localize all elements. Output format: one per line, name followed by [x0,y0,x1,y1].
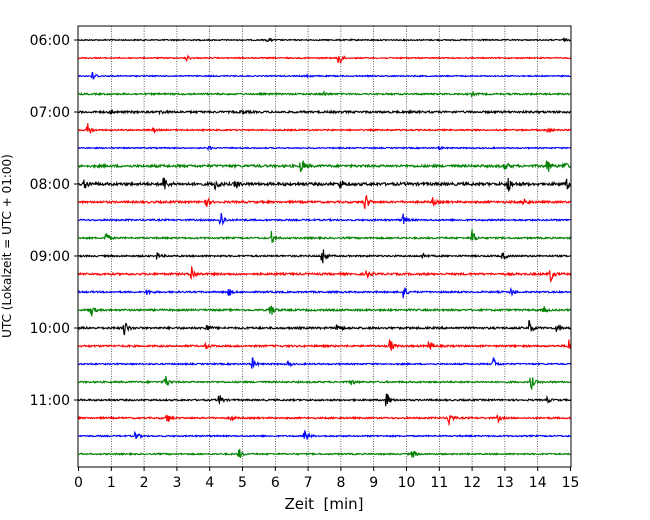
y-tick-label: 09:00 [30,249,70,265]
trace-0830 [78,212,571,226]
x-tick-label: 10 [398,475,416,491]
trace-0630 [78,71,571,80]
trace-0615 [78,53,571,64]
trace-0815 [78,194,571,210]
seismic-traces [77,37,572,459]
x-axis-label: Zeit [min] [284,495,363,513]
trace-0900 [78,249,571,264]
trace-0645 [78,89,571,98]
y-tick-label: 11:00 [30,393,70,409]
x-tick-label: 2 [140,475,149,491]
x-tick-label: 7 [304,475,313,491]
trace-1000 [77,319,571,336]
x-tick-label: 11 [430,475,448,491]
x-tick-label: 8 [336,475,345,491]
x-tick-label: 12 [463,475,481,491]
x-tick-label: 4 [205,475,214,491]
trace-1130 [78,429,571,440]
x-tick-label: 14 [529,475,547,491]
x-tick-label: 1 [107,475,116,491]
x-tick-label: 3 [172,475,181,491]
trace-1145 [78,448,571,459]
vertical-grid [111,26,539,467]
x-tick-label: 9 [369,475,378,491]
plot-frame [77,25,572,468]
trace-0915 [77,266,572,284]
trace-1045 [78,375,571,391]
y-axis: 06:00 07:00 08:00 09:00 10:00 11:00 [30,33,78,409]
trace-0600 [78,37,571,43]
trace-0800 [78,177,572,192]
trace-0845 [78,229,572,243]
trace-0945 [78,305,571,317]
y-axis-label: UTC (Lokalzeit = UTC + 01:00) [0,154,14,338]
trace-0730 [78,145,571,152]
x-axis: 0 1 2 3 4 5 6 7 8 9 10 11 12 13 14 15 [74,467,579,491]
x-tick-label: 15 [562,475,580,491]
y-tick-label: 10:00 [30,321,70,337]
trace-1100 [77,393,571,407]
y-tick-label: 07:00 [30,105,70,121]
trace-1015 [78,339,572,351]
x-tick-label: 13 [496,475,514,491]
x-tick-label: 6 [271,475,280,491]
trace-1030 [78,357,571,369]
trace-1115 [77,414,571,426]
trace-0715 [78,123,571,135]
trace-0930 [77,286,571,299]
y-tick-label: 08:00 [30,177,70,193]
trace-0700 [78,108,571,116]
trace-0745 [78,159,571,173]
x-tick-label: 5 [238,475,247,491]
x-tick-label: 0 [74,475,83,491]
y-tick-label: 06:00 [30,33,70,49]
